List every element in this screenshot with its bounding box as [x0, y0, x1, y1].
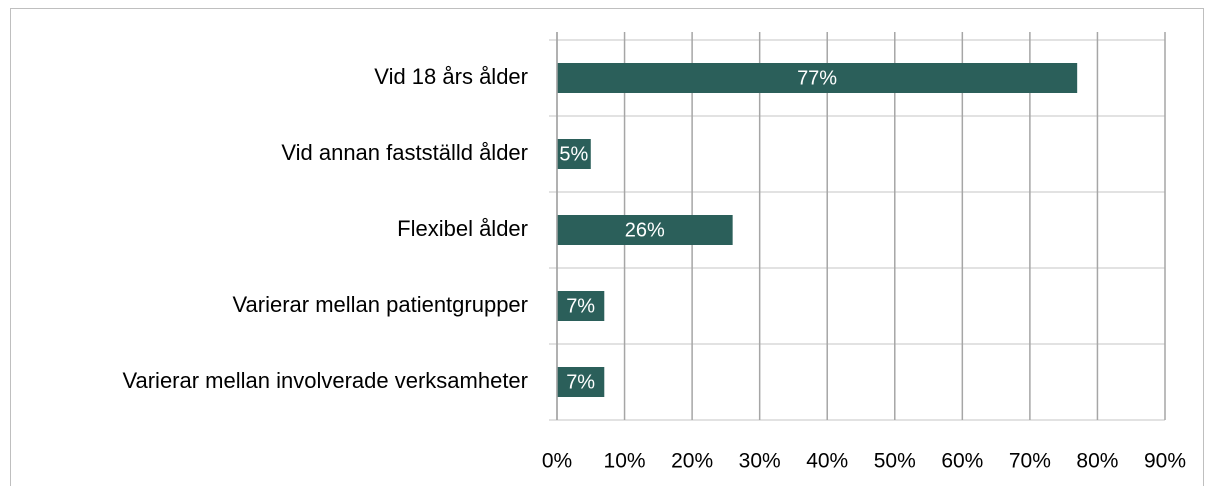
x-tick-label: 40% [806, 450, 848, 473]
bar [557, 139, 591, 169]
x-tick-label: 10% [604, 450, 646, 473]
y-tick-label: Varierar mellan patientgrupper [232, 292, 528, 317]
y-tick-label: Vid annan fastställd ålder [281, 140, 528, 165]
x-tick-label: 60% [941, 450, 983, 473]
y-tick-label: Flexibel ålder [397, 216, 528, 241]
x-tick-label: 30% [739, 450, 781, 473]
chart-frame [10, 8, 1204, 486]
value-label: 7% [566, 295, 595, 317]
y-tick-label: Varierar mellan involverade verksamheter [122, 368, 528, 393]
bar [557, 367, 605, 397]
bar [557, 215, 733, 245]
y-tick-label: Vid 18 års ålder [374, 64, 528, 89]
value-label: 7% [566, 371, 595, 393]
x-tick-label: 70% [1009, 450, 1051, 473]
x-tick-label: 50% [874, 450, 916, 473]
bar [557, 291, 605, 321]
x-tick-label: 90% [1144, 450, 1186, 473]
x-tick-label: 80% [1076, 450, 1118, 473]
value-label: 77% [797, 67, 837, 89]
bar [557, 63, 1078, 93]
value-label: 26% [625, 219, 665, 241]
x-tick-label: 0% [542, 450, 572, 473]
value-label: 5% [559, 143, 588, 165]
x-tick-label: 20% [671, 450, 713, 473]
